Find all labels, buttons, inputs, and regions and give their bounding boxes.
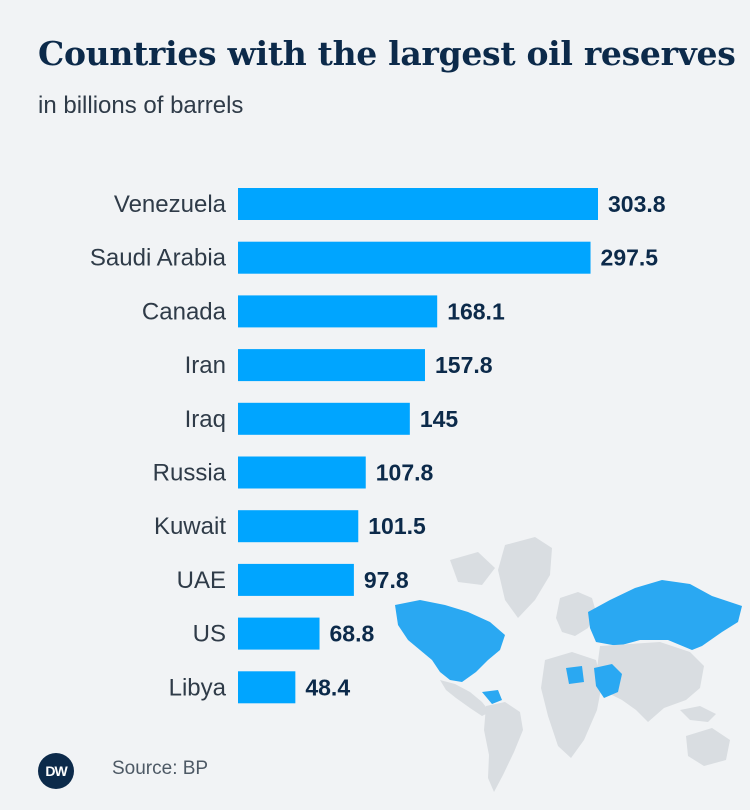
category-label: Canada xyxy=(142,298,227,325)
map-australia xyxy=(686,728,730,766)
map-southeast-asia xyxy=(680,706,716,722)
map-africa xyxy=(541,652,602,758)
bar-libya xyxy=(238,671,296,704)
category-label: US xyxy=(193,621,226,648)
bar-uae xyxy=(238,563,354,596)
category-label: Venezuela xyxy=(114,191,227,218)
category-label: Saudi Arabia xyxy=(90,245,227,272)
value-label: 97.8 xyxy=(364,567,409,593)
map-middle-east xyxy=(594,664,622,698)
bar-iran xyxy=(238,349,425,382)
category-label: Russia xyxy=(153,460,227,487)
dw-logo: DW xyxy=(38,753,74,789)
category-label: Libya xyxy=(169,674,227,701)
map-libya xyxy=(566,666,584,684)
page-subtitle: in billions of barrels xyxy=(38,92,244,119)
map-central-america xyxy=(440,680,490,716)
value-label: 168.1 xyxy=(447,298,505,324)
map-russia xyxy=(588,580,742,650)
value-label: 107.8 xyxy=(376,460,434,486)
source-note: Source: BP xyxy=(112,758,209,779)
value-label: 157.8 xyxy=(435,352,493,378)
bar-us xyxy=(238,617,320,650)
value-label: 145 xyxy=(420,406,459,432)
page-title: Countries with the largest oil reserves xyxy=(38,34,736,73)
map-europe xyxy=(556,592,596,636)
value-label: 297.5 xyxy=(601,245,659,271)
value-label: 48.4 xyxy=(305,674,350,700)
map-arctic-islands xyxy=(450,552,495,585)
map-venezuela xyxy=(482,690,502,704)
category-label: Iran xyxy=(185,352,226,379)
category-label: Iraq xyxy=(185,406,226,433)
category-label: Kuwait xyxy=(154,513,226,540)
bar-kuwait xyxy=(238,510,359,543)
value-label: 101.5 xyxy=(368,513,426,539)
map-north-america xyxy=(395,600,505,682)
value-label: 303.8 xyxy=(608,191,666,217)
map-asia xyxy=(596,642,704,722)
bar-canada xyxy=(238,295,438,328)
bar-russia xyxy=(238,456,366,489)
value-label: 68.8 xyxy=(330,621,375,647)
category-label: UAE xyxy=(177,567,226,594)
map-south-america xyxy=(484,702,523,792)
bar-iraq xyxy=(238,402,410,435)
bar-venezuela xyxy=(238,188,598,220)
bar-saudi-arabia xyxy=(238,241,591,274)
map-greenland xyxy=(498,537,552,618)
